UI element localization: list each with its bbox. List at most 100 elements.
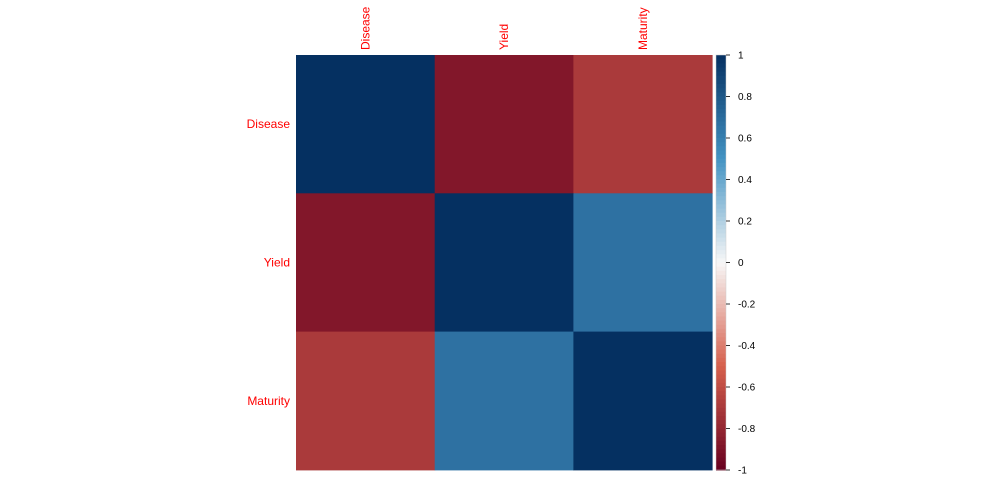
colorbar-segment xyxy=(716,63,726,69)
column-labels: Disease Yield Maturity xyxy=(358,6,649,50)
colorbar-segment xyxy=(716,457,726,463)
colorbar-segment xyxy=(716,399,726,405)
colorbar-segment xyxy=(716,121,726,127)
colorbar-segment xyxy=(716,432,726,438)
colorbar-segment xyxy=(716,167,726,172)
colorbar-segment xyxy=(716,312,726,318)
colorbar-segment xyxy=(716,162,726,168)
colorbar-ticks: 1 0.8 0.6 0.4 0.2 0 -0.2 -0.4 -0.6 -0.8 -1 xyxy=(726,51,756,477)
colorbar-tick-label: -0.6 xyxy=(738,383,756,394)
colorbar-tick-label: 0.4 xyxy=(738,175,752,186)
heatmap-cell-maturity-maturity xyxy=(573,331,713,471)
colorbar-segment xyxy=(716,382,726,388)
colorbar-segment xyxy=(716,113,726,118)
colorbar-segment xyxy=(716,208,726,214)
colorbar-segment xyxy=(716,225,726,230)
colorbar-segment xyxy=(716,133,726,139)
colorbar-segment xyxy=(716,445,726,450)
colorbar-segment xyxy=(716,461,726,467)
colorbar-segment xyxy=(716,175,726,181)
colorbar-segment xyxy=(716,366,726,371)
colorbar-segment xyxy=(716,378,726,384)
colorbar-segment xyxy=(716,424,726,430)
colorbar-tick-label: 0.2 xyxy=(738,217,752,228)
column-label-yield: Yield xyxy=(497,24,511,50)
colorbar-segment xyxy=(716,345,726,351)
colorbar-tick-label: -0.4 xyxy=(738,341,756,352)
colorbar-segment xyxy=(716,250,726,255)
colorbar-segment xyxy=(716,200,726,205)
heatmap-cell-disease-yield xyxy=(434,55,574,194)
colorbar-segment xyxy=(716,403,726,409)
colorbar-segment xyxy=(716,75,726,81)
colorbar-tick-label: 1 xyxy=(738,51,744,62)
colorbar-segment xyxy=(716,353,726,359)
colorbar-segment xyxy=(716,362,726,367)
colorbar-segment xyxy=(716,262,726,268)
heatmap-cell-yield-maturity xyxy=(573,193,713,333)
colorbar-segment xyxy=(716,241,726,247)
row-label-maturity: Maturity xyxy=(247,394,290,408)
colorbar-segment xyxy=(716,171,726,176)
colorbar-segment xyxy=(716,387,726,392)
colorbar-segment xyxy=(716,349,726,355)
colorbar-segment xyxy=(716,274,726,280)
colorbar-segment xyxy=(716,341,726,347)
colorbar-tick-label: 0.8 xyxy=(738,92,752,103)
colorbar-tick-label: 0.6 xyxy=(738,134,752,145)
colorbar xyxy=(715,54,727,471)
row-label-disease: Disease xyxy=(247,117,291,131)
colorbar-segment xyxy=(716,270,726,276)
colorbar-segment xyxy=(716,196,726,201)
colorbar-segment xyxy=(716,154,726,160)
colorbar-segment xyxy=(716,436,726,442)
colorbar-segment xyxy=(716,84,726,89)
colorbar-segment xyxy=(716,212,726,218)
heatmap-cell-yield-yield xyxy=(434,193,574,333)
colorbar-segment xyxy=(716,320,726,326)
colorbar-segment xyxy=(716,79,726,85)
colorbar-segment xyxy=(716,88,726,93)
colorbar-segment xyxy=(716,229,726,235)
colorbar-segment xyxy=(716,150,726,156)
colorbar-segment xyxy=(716,308,726,313)
colorbar-segment xyxy=(716,411,726,417)
colorbar-segment xyxy=(716,71,726,77)
colorbar-tick-label: -0.8 xyxy=(738,424,756,435)
colorbar-tick-label: -0.2 xyxy=(738,300,756,311)
colorbar-segment xyxy=(716,453,726,459)
colorbar-segment xyxy=(716,59,726,64)
colorbar-segment xyxy=(716,324,726,330)
row-label-yield: Yield xyxy=(264,255,290,269)
colorbar-segment xyxy=(716,287,726,293)
colorbar-segment xyxy=(716,416,726,421)
colorbar-segment xyxy=(716,245,726,251)
heatmap-cell-maturity-yield xyxy=(434,331,574,471)
heatmap-cell-disease-disease xyxy=(296,55,436,194)
colorbar-segment xyxy=(716,104,726,110)
colorbar-segment xyxy=(716,295,726,301)
colorbar-segment xyxy=(716,204,726,210)
colorbar-segment xyxy=(716,125,726,131)
colorbar-segment xyxy=(716,420,726,425)
colorbar-segment xyxy=(716,374,726,380)
colorbar-segment xyxy=(716,465,726,471)
colorbar-segment xyxy=(716,146,726,152)
colorbar-segment xyxy=(716,407,726,413)
colorbar-segment xyxy=(716,96,726,102)
heatmap-cells xyxy=(296,55,713,471)
colorbar-segment xyxy=(716,283,726,288)
colorbar-segment xyxy=(716,333,726,338)
colorbar-segment xyxy=(716,179,726,185)
colorbar-segment xyxy=(716,158,726,164)
colorbar-segment xyxy=(716,117,726,122)
colorbar-segment xyxy=(716,254,726,259)
colorbar-segment xyxy=(716,328,726,334)
colorbar-segment xyxy=(716,304,726,309)
colorbar-segment xyxy=(716,370,726,376)
colorbar-segment xyxy=(716,142,726,147)
row-labels: Disease Yield Maturity xyxy=(247,117,291,408)
colorbar-segment xyxy=(716,299,726,305)
heatmap-cell-disease-maturity xyxy=(573,55,713,194)
